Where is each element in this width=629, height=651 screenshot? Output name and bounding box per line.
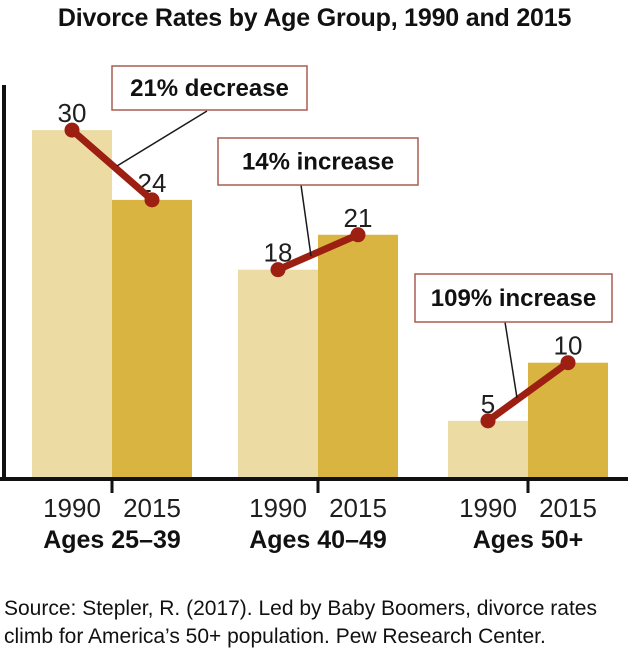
chart-title: Divorce Rates by Age Group, 1990 and 201… [57,4,572,32]
x-axis [0,477,628,481]
x-label-2015-group-0: 2015 [123,493,181,523]
trend-dot-2015-group-0 [144,192,160,208]
group-label-0: Ages 25–39 [43,526,181,554]
trend-line-group-1 [276,231,360,273]
trend-line-group-0 [69,127,155,203]
x-label-2015-group-1: 2015 [329,493,387,523]
trend-dot-1990-group-0 [64,122,80,138]
x-label-1990-group-1: 1990 [249,493,307,523]
trend-dot-1990-group-1 [270,262,286,278]
annotation-leader-line-2 [504,321,518,399]
annotation-box-0 [111,65,308,111]
value-label-1990-group-2: 5 [481,389,495,419]
x-label-1990-group-0: 1990 [43,493,101,523]
annotation-box-2 [414,273,613,323]
group-label-1: Ages 40–49 [249,526,387,554]
x-label-2015-group-2: 2015 [539,493,597,523]
annotation-label-2: 109% increase [431,285,596,312]
trend-dot-2015-group-2 [560,355,576,371]
source-note: Source: Stepler, R. (2017). Led by Baby … [4,597,597,648]
bar-1990-group-2 [448,420,528,479]
y-axis [2,85,6,481]
trend-line-group-2 [485,359,571,424]
annotation-box-1 [217,137,419,186]
group-label-2: Ages 50+ [473,526,584,554]
bar-1990-group-1 [238,269,318,479]
trend-dot-1990-group-2 [480,413,496,429]
annotation-leader-line-0 [116,110,208,167]
x-label-1990-group-2: 1990 [459,493,517,523]
trend-dot-2015-group-1 [350,227,366,243]
bar-1990-group-0 [32,130,112,479]
bar-2015-group-1 [318,234,398,479]
annotation-leader-line-1 [300,184,312,257]
annotation-label-1: 14% increase [242,149,394,176]
bar-2015-group-0 [112,199,192,479]
annotation-label-0: 21% decrease [130,75,289,102]
